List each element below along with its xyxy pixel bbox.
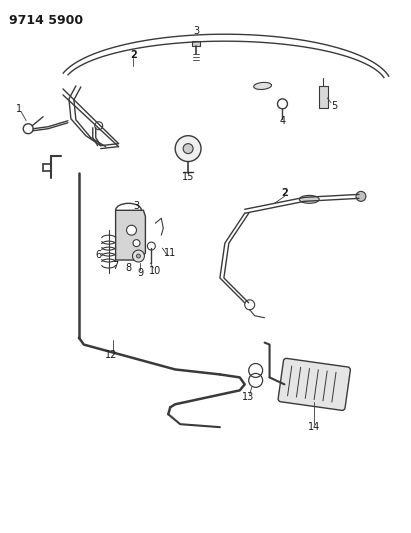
Circle shape <box>132 250 144 262</box>
Circle shape <box>356 191 366 201</box>
FancyBboxPatch shape <box>278 358 351 410</box>
Polygon shape <box>115 211 145 260</box>
Text: 12: 12 <box>104 350 117 360</box>
FancyBboxPatch shape <box>319 86 328 108</box>
FancyBboxPatch shape <box>192 41 200 46</box>
Text: 2: 2 <box>130 50 137 60</box>
Ellipse shape <box>299 196 319 203</box>
Text: 6: 6 <box>96 250 102 260</box>
Ellipse shape <box>254 83 272 90</box>
Text: 4: 4 <box>279 116 286 126</box>
Text: 7: 7 <box>113 261 119 271</box>
Circle shape <box>136 254 141 258</box>
Text: 14: 14 <box>308 422 321 432</box>
Text: 5: 5 <box>331 101 337 111</box>
Text: 2: 2 <box>281 188 288 198</box>
Text: 9: 9 <box>137 268 143 278</box>
Circle shape <box>127 225 136 235</box>
Text: 1: 1 <box>16 104 22 114</box>
Circle shape <box>183 144 193 154</box>
Text: 10: 10 <box>149 266 162 276</box>
Circle shape <box>133 240 140 247</box>
Text: 13: 13 <box>242 392 254 402</box>
Text: 3: 3 <box>193 26 199 36</box>
Text: 8: 8 <box>125 263 132 273</box>
Text: 11: 11 <box>164 248 176 258</box>
Text: 3: 3 <box>134 201 139 211</box>
Circle shape <box>175 136 201 161</box>
Text: 9714 5900: 9714 5900 <box>9 14 83 27</box>
Text: 15: 15 <box>182 173 194 182</box>
